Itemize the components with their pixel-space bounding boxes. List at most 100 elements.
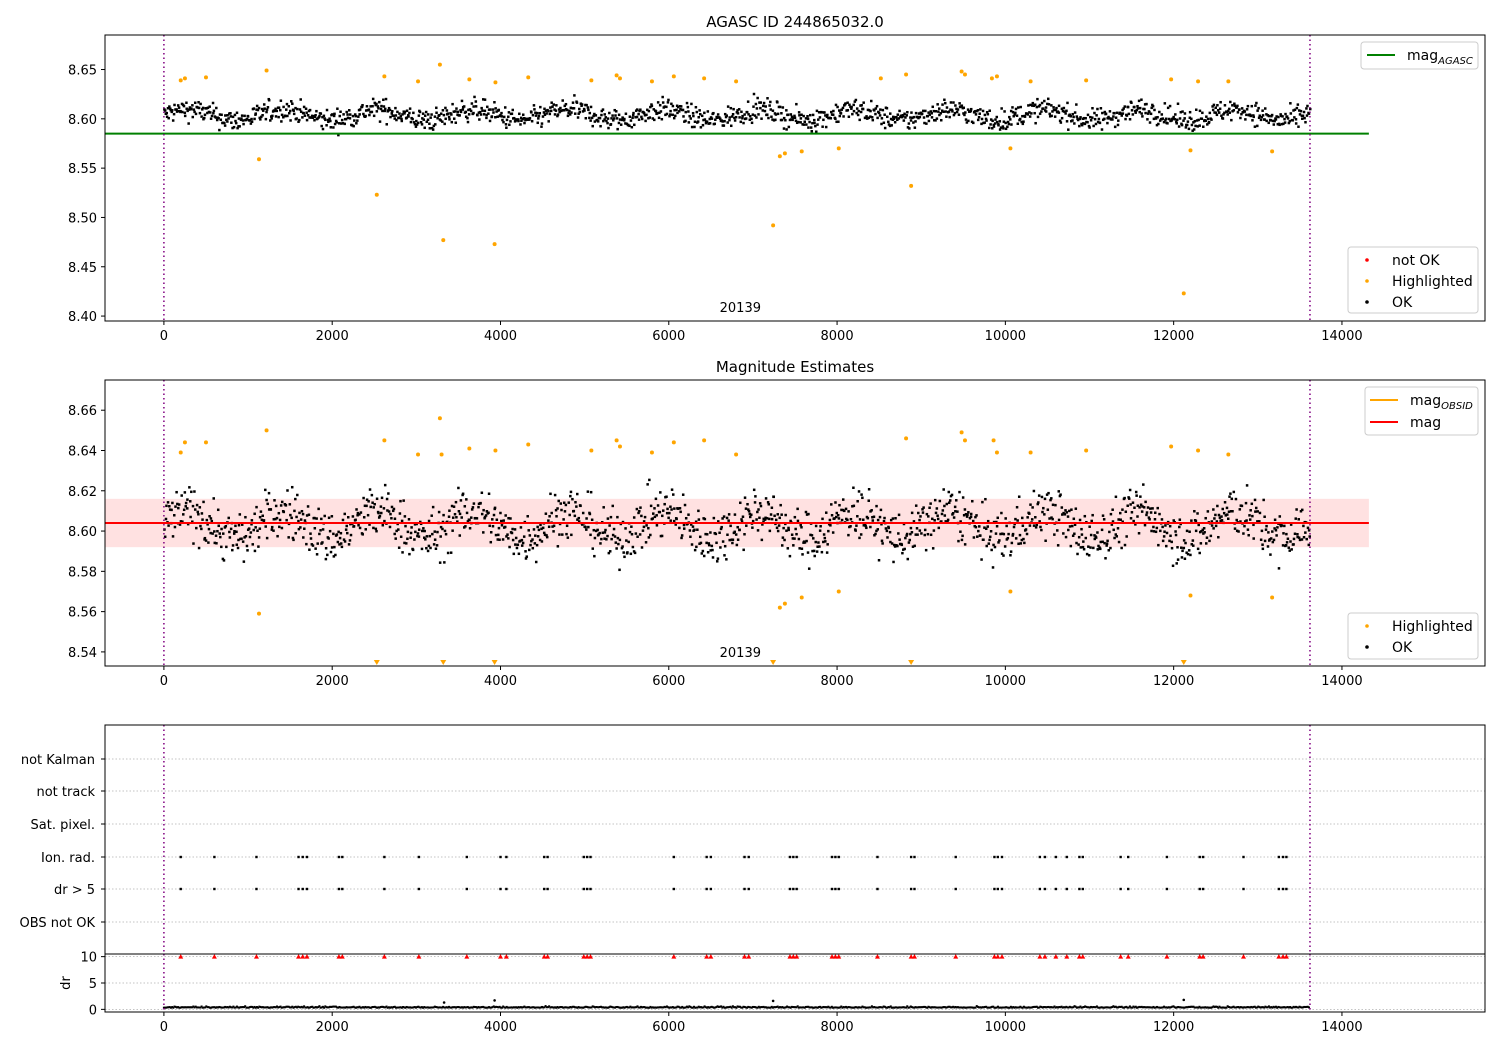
ok-point bbox=[602, 119, 605, 123]
ok-point bbox=[676, 105, 680, 109]
ok-point bbox=[751, 526, 754, 529]
ok-point bbox=[197, 106, 201, 110]
ok-point bbox=[448, 118, 451, 121]
ok-point bbox=[472, 502, 476, 505]
ok-point bbox=[611, 533, 615, 537]
ok-point bbox=[1048, 112, 1051, 116]
ok-point bbox=[698, 535, 702, 539]
dr-point bbox=[1171, 1005, 1174, 1008]
ok-point bbox=[1198, 124, 1201, 127]
dr-point bbox=[496, 1006, 499, 1009]
ok-point bbox=[574, 500, 577, 504]
ok-point bbox=[174, 505, 177, 508]
dr-point bbox=[165, 1006, 168, 1009]
ok-point bbox=[1246, 528, 1250, 531]
dr-point bbox=[382, 1005, 385, 1008]
dr-point bbox=[506, 1006, 509, 1009]
dr-point bbox=[263, 1006, 266, 1009]
ok-point bbox=[232, 532, 236, 535]
highlighted-point bbox=[203, 440, 208, 445]
ok-point bbox=[961, 496, 965, 499]
ok-point bbox=[262, 519, 266, 522]
flag-point bbox=[792, 887, 795, 891]
ok-point bbox=[355, 508, 358, 511]
dr-point bbox=[451, 1006, 454, 1009]
ok-point bbox=[395, 118, 398, 122]
ok-point bbox=[578, 110, 582, 114]
dr-point bbox=[632, 1006, 635, 1009]
ok-point bbox=[372, 114, 376, 118]
dr-point bbox=[642, 1006, 645, 1009]
ok-point bbox=[807, 512, 810, 516]
ok-point bbox=[772, 119, 776, 122]
dr-point bbox=[1264, 1005, 1267, 1008]
ok-point bbox=[962, 513, 966, 517]
dr-point bbox=[333, 1005, 336, 1008]
ok-point bbox=[361, 103, 364, 107]
dr-point bbox=[1052, 1006, 1055, 1009]
ok-point bbox=[480, 106, 483, 110]
ok-point bbox=[1210, 520, 1214, 523]
ok-point bbox=[377, 516, 381, 519]
ok-point bbox=[523, 116, 526, 120]
flag-point bbox=[1065, 887, 1068, 891]
dr-point bbox=[287, 1005, 290, 1008]
ok-point bbox=[712, 111, 715, 115]
ok-point bbox=[1078, 124, 1081, 128]
flag-label: OBS not OK bbox=[20, 916, 96, 931]
ok-point bbox=[315, 553, 319, 556]
ok-point bbox=[612, 527, 616, 531]
ok-point bbox=[869, 115, 872, 118]
dr-point bbox=[1279, 1006, 1282, 1009]
ok-point bbox=[320, 517, 323, 521]
ok-point bbox=[1244, 118, 1247, 121]
dr-point bbox=[1088, 1006, 1091, 1009]
dr-capped-marker bbox=[991, 954, 997, 959]
ok-point bbox=[1302, 536, 1306, 539]
ok-point bbox=[250, 117, 253, 121]
ok-point bbox=[964, 118, 968, 121]
ok-point bbox=[553, 493, 557, 497]
dr-point bbox=[713, 1006, 716, 1009]
ok-point bbox=[632, 550, 636, 553]
ok-point bbox=[668, 114, 671, 118]
flag-point bbox=[1165, 855, 1169, 859]
ok-point bbox=[549, 492, 552, 496]
ok-point bbox=[1019, 105, 1022, 109]
ok-point bbox=[305, 118, 309, 122]
ok-point bbox=[1013, 113, 1016, 116]
ok-point bbox=[1014, 517, 1017, 521]
ok-point bbox=[274, 115, 278, 118]
ok-point bbox=[500, 519, 503, 523]
dr-capped-marker bbox=[794, 954, 800, 959]
ok-point bbox=[810, 534, 814, 537]
ok-point bbox=[876, 528, 880, 531]
ok-point bbox=[460, 516, 463, 519]
highlighted-point bbox=[836, 589, 841, 594]
ok-point bbox=[834, 103, 838, 107]
ok-point bbox=[297, 120, 300, 124]
ok-point bbox=[1248, 514, 1251, 517]
ok-point bbox=[1098, 121, 1102, 125]
ok-point bbox=[296, 493, 299, 497]
dr-point bbox=[1090, 1005, 1093, 1008]
dr-point bbox=[384, 1006, 387, 1009]
ok-point bbox=[274, 504, 278, 508]
ok-point bbox=[442, 513, 445, 517]
highlighted-point bbox=[526, 75, 531, 80]
ok-point bbox=[623, 117, 626, 121]
ok-point bbox=[638, 509, 641, 513]
ok-point bbox=[555, 515, 558, 518]
ok-point bbox=[607, 126, 610, 130]
ok-point bbox=[194, 112, 198, 116]
ok-point bbox=[1141, 505, 1144, 508]
dr-point bbox=[1282, 1006, 1285, 1009]
ok-point bbox=[1164, 524, 1167, 527]
ok-point bbox=[1073, 111, 1077, 114]
ok-point bbox=[980, 558, 983, 561]
ok-point bbox=[594, 114, 598, 117]
dr-point bbox=[948, 1005, 951, 1008]
ok-point bbox=[1031, 104, 1034, 107]
ok-point bbox=[477, 111, 481, 114]
ok-point bbox=[1091, 116, 1094, 119]
